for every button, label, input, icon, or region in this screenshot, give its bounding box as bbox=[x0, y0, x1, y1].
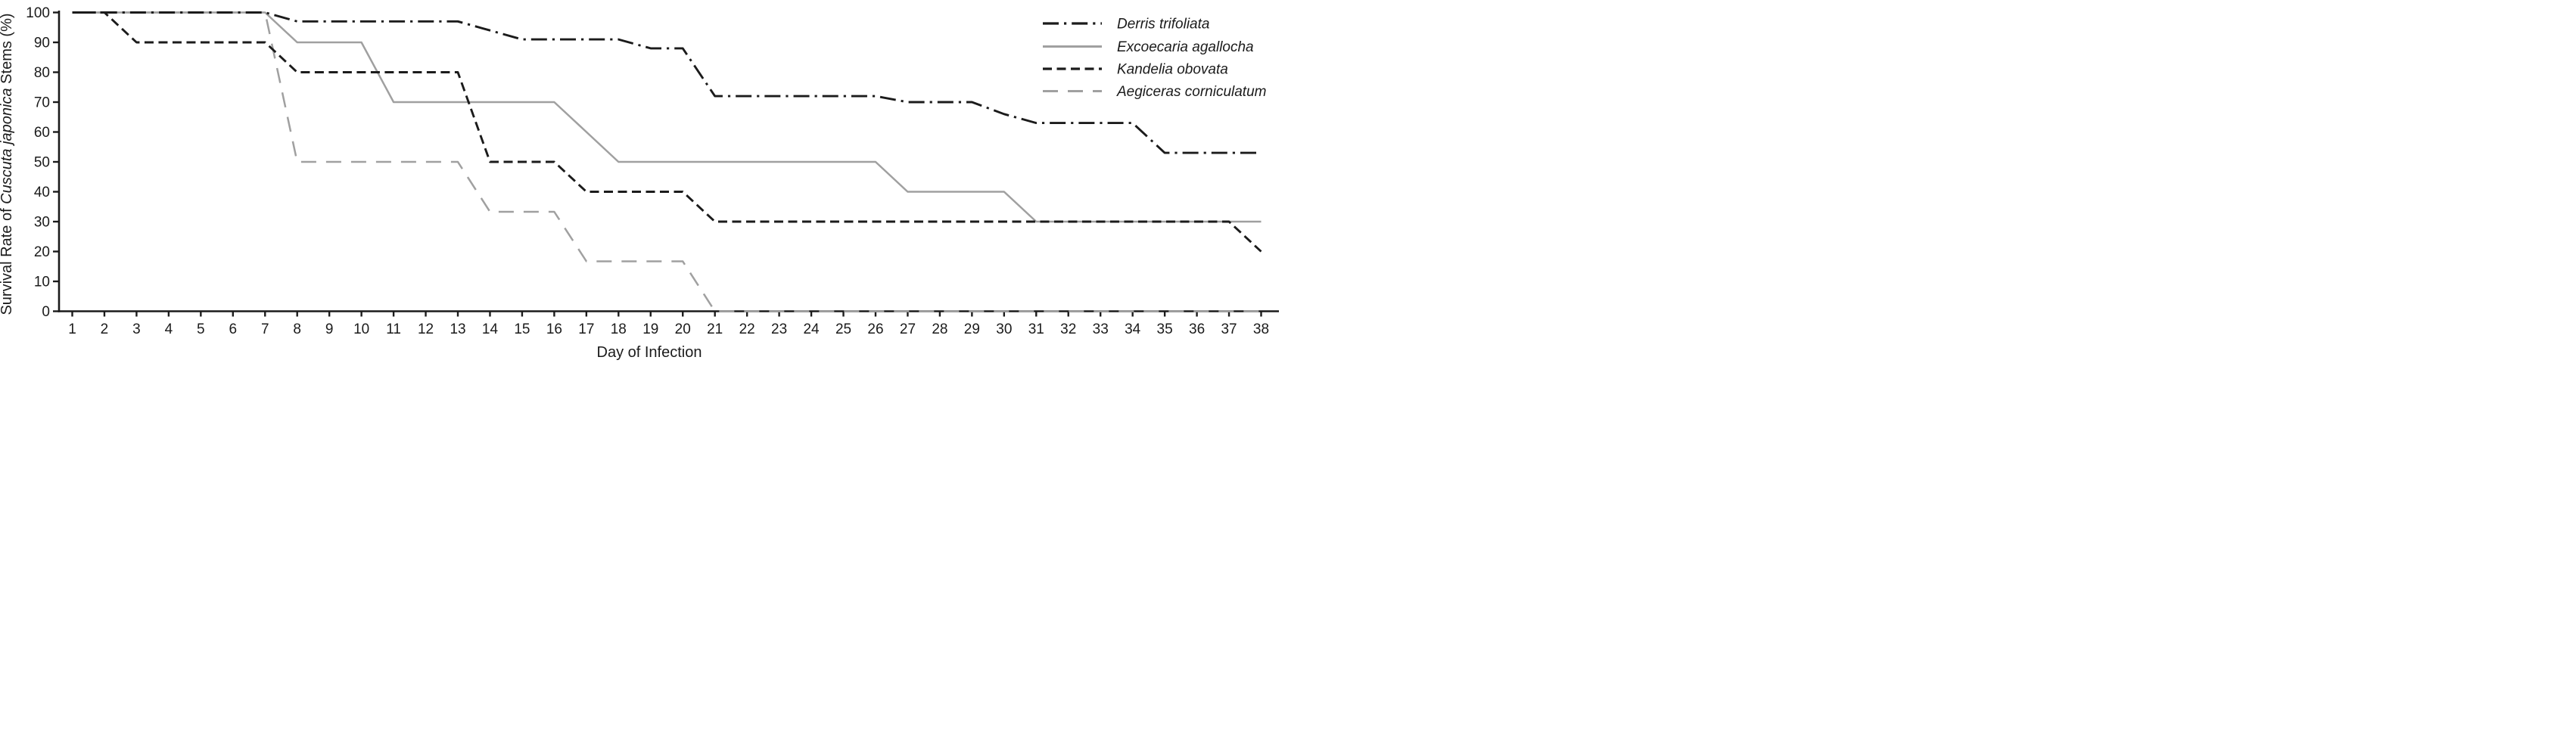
y-axis-title: Survival Rate of Cuscuta japonica Stems … bbox=[0, 5, 18, 323]
x-tick-label: 32 bbox=[1060, 321, 1076, 337]
x-tick-label: 29 bbox=[964, 321, 980, 337]
x-tick-label: 12 bbox=[418, 321, 434, 337]
legend-label: Kandelia obovata bbox=[1117, 62, 1228, 78]
y-tick-label: 70 bbox=[34, 95, 50, 111]
x-tick-label: 20 bbox=[675, 321, 691, 337]
x-tick-label: 19 bbox=[642, 321, 658, 337]
y-tick-label: 80 bbox=[34, 65, 50, 81]
x-tick-label: 22 bbox=[739, 321, 755, 337]
x-tick-label: 21 bbox=[707, 321, 723, 337]
survival-chart: 0 10 20 30 40 50 60 70 80 90 100 1 2 3 4 5 6 7 8 9 10 11 12 13 1… bbox=[0, 0, 1288, 370]
x-tick-label: 14 bbox=[482, 321, 499, 337]
x-tick-label: 3 bbox=[132, 321, 141, 337]
series-line-derris-trifoliata bbox=[72, 11, 1262, 154]
y-tick-label: 50 bbox=[34, 155, 50, 171]
x-tick-label: 8 bbox=[293, 321, 301, 337]
x-tick-label: 2 bbox=[101, 321, 109, 337]
x-axis-title: Day of Infection bbox=[596, 344, 702, 361]
y-tick-label: 60 bbox=[34, 125, 50, 141]
x-tick-label: 15 bbox=[514, 321, 530, 337]
x-tick-label: 5 bbox=[197, 321, 205, 337]
legend-label: Derris trifoliata bbox=[1117, 17, 1209, 33]
x-tick-label: 4 bbox=[165, 321, 173, 337]
x-tick-label: 16 bbox=[546, 321, 562, 337]
y-tick-label: 40 bbox=[34, 185, 50, 200]
y-tick-label: 90 bbox=[34, 36, 50, 51]
x-tick-label: 35 bbox=[1157, 321, 1173, 337]
x-tick-label: 28 bbox=[932, 321, 947, 337]
y-tick-label: 100 bbox=[26, 5, 50, 21]
legend-label: Aegiceras corniculatum bbox=[1116, 84, 1266, 100]
y-tick-label: 20 bbox=[34, 244, 50, 260]
x-tick-label: 6 bbox=[229, 321, 238, 337]
x-tick-label: 33 bbox=[1093, 321, 1109, 337]
x-tick-label: 9 bbox=[325, 321, 334, 337]
x-tick-label: 26 bbox=[867, 321, 883, 337]
y-axis-title-prefix: Survival Rate of bbox=[0, 203, 15, 315]
x-tick-label: 10 bbox=[353, 321, 369, 337]
y-axis-title-suffix: Stems (%) bbox=[0, 13, 15, 88]
y-tick-label: 10 bbox=[34, 275, 50, 290]
x-tick-label: 7 bbox=[261, 321, 269, 337]
legend-label: Excoecaria agallocha bbox=[1117, 39, 1254, 55]
x-tick-label: 11 bbox=[386, 321, 401, 337]
x-tick-label: 1 bbox=[68, 321, 76, 337]
x-tick-label: 17 bbox=[578, 321, 594, 337]
x-tick-label: 38 bbox=[1253, 321, 1269, 337]
x-tick-label: 34 bbox=[1125, 321, 1141, 337]
y-tick-label: 0 bbox=[42, 304, 50, 320]
x-tick-label: 13 bbox=[450, 321, 465, 337]
x-tick-label: 31 bbox=[1028, 321, 1044, 337]
series-line-excoecaria-agallocha bbox=[72, 11, 1262, 223]
x-tick-label: 24 bbox=[803, 321, 820, 337]
y-axis-title-species: Cuscuta japonica bbox=[0, 88, 15, 204]
x-tick-label: 23 bbox=[771, 321, 787, 337]
x-tick-label: 36 bbox=[1189, 321, 1205, 337]
x-tick-label: 30 bbox=[996, 321, 1012, 337]
series-line-kandelia-obovata bbox=[72, 11, 1262, 253]
x-tick-label: 37 bbox=[1221, 321, 1237, 337]
x-tick-label: 18 bbox=[611, 321, 627, 337]
x-tick-label: 27 bbox=[900, 321, 916, 337]
y-tick-label: 30 bbox=[34, 215, 50, 231]
x-tick-label: 25 bbox=[835, 321, 851, 337]
